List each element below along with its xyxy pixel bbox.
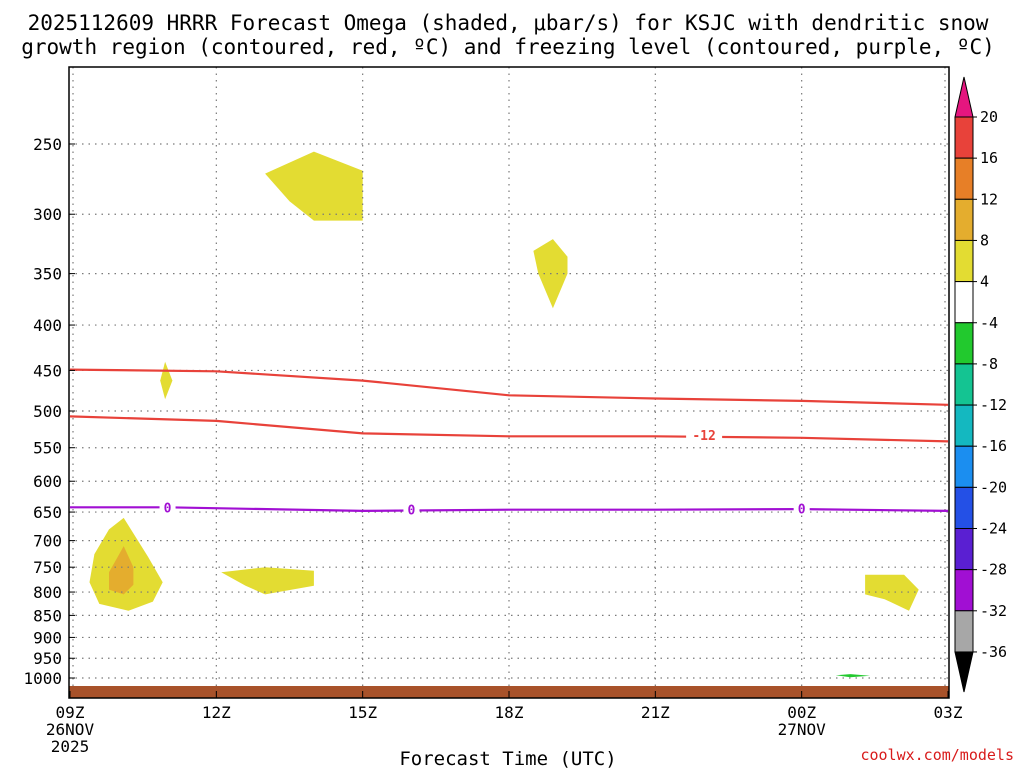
y-tick-label-350: 350 bbox=[33, 265, 62, 284]
y-tick-label-900: 900 bbox=[33, 628, 62, 647]
y-tick-label-300: 300 bbox=[33, 205, 62, 224]
colorbar-bottom-arrow bbox=[954, 651, 974, 693]
omega-4-8-region bbox=[160, 361, 173, 400]
x-tick-label-09Z: 09Z bbox=[56, 703, 85, 722]
x-tick-label-21Z: 21Z bbox=[641, 703, 670, 722]
colorbar-segment bbox=[954, 322, 974, 365]
dgz-lower-label-bg bbox=[686, 427, 723, 442]
x-tick-label-12Z: 12Z bbox=[202, 703, 231, 722]
colorbar-label: -8 bbox=[980, 355, 998, 373]
colorbar-segment bbox=[954, 445, 974, 488]
colorbar-label: 20 bbox=[980, 108, 998, 126]
y-tick-label-450: 450 bbox=[33, 361, 62, 380]
dgz-lower-contour bbox=[69, 415, 949, 443]
grid-lines bbox=[69, 67, 949, 698]
colorbar-label: 8 bbox=[980, 231, 989, 249]
colorbar-label: -36 bbox=[980, 643, 1007, 661]
y-tick-label-250: 250 bbox=[33, 135, 62, 154]
colorbar-label: 4 bbox=[980, 273, 989, 291]
y-tick-label-800: 800 bbox=[33, 583, 62, 602]
colorbar-segment bbox=[954, 528, 974, 571]
omega-4-8-region bbox=[221, 567, 314, 595]
omega-neg4-8-region bbox=[835, 674, 870, 678]
y-tick-label-600: 600 bbox=[33, 472, 62, 491]
freezing-level-contour bbox=[70, 506, 949, 513]
y-tick-label-700: 700 bbox=[33, 532, 62, 551]
y-tick-label-1000: 1000 bbox=[23, 669, 62, 688]
contour-lines-layer: -12 0 0 0 bbox=[69, 368, 949, 519]
freezing-level-label: 0 bbox=[408, 504, 416, 519]
colorbar-segment bbox=[954, 404, 974, 447]
colorbar-segment bbox=[954, 486, 974, 530]
colorbar-label: -20 bbox=[980, 478, 1007, 496]
x-tick-year: 2025 bbox=[51, 737, 90, 756]
y-tick-label-400: 400 bbox=[33, 316, 62, 335]
y-tick-label-650: 650 bbox=[33, 503, 62, 522]
chart-title-line-2: growth region (contoured, red, ºC) and f… bbox=[21, 35, 995, 59]
freezing-level-label-bg bbox=[793, 501, 810, 516]
colorbar-segment bbox=[954, 239, 974, 283]
y-tick-label-950: 950 bbox=[33, 649, 62, 668]
x-tick-label-00Z: 00Z bbox=[787, 703, 816, 722]
y-tick-label-550: 550 bbox=[33, 439, 62, 458]
colorbar-segment bbox=[954, 363, 974, 406]
x-tick-date-27NOV: 27NOV bbox=[778, 720, 827, 739]
colorbar-label: 16 bbox=[980, 149, 998, 167]
omega-4-8-region bbox=[865, 574, 919, 611]
colorbar-segment bbox=[954, 198, 974, 241]
colorbar-segment bbox=[954, 116, 974, 159]
x-tick-label-15Z: 15Z bbox=[348, 703, 377, 722]
dgz-lower-label: -12 bbox=[692, 429, 715, 444]
colorbar-label: -28 bbox=[980, 561, 1007, 579]
colorbar-top-arrow bbox=[954, 76, 974, 118]
y-tick-label-850: 850 bbox=[33, 606, 62, 625]
freezing-level-label-bg bbox=[159, 500, 176, 515]
omega-8-12-region bbox=[109, 546, 134, 595]
colorbar-segment bbox=[954, 569, 974, 612]
colorbar-label: 12 bbox=[980, 190, 998, 208]
y-tick-label-500: 500 bbox=[33, 402, 62, 421]
dgz-upper-contour bbox=[69, 368, 949, 406]
colorbar: 20 16 12 8 4 -4 -8 -12 -16 -20 -24 -28 -32 -36 bbox=[954, 76, 1007, 693]
colorbar-label: -32 bbox=[980, 602, 1007, 620]
omega-4-8-region bbox=[265, 151, 363, 221]
colorbar-label: -12 bbox=[980, 396, 1007, 414]
plot-frame bbox=[68, 66, 950, 699]
x-tick-label-18Z: 18Z bbox=[495, 703, 524, 722]
x-axis-label: Forecast Time (UTC) bbox=[399, 748, 616, 768]
credit-text: coolwx.com/models bbox=[860, 746, 1014, 764]
colorbar-label: -4 bbox=[980, 314, 998, 332]
x-tick-date-26NOV: 26NOV bbox=[46, 720, 95, 739]
omega-shading-layer bbox=[89, 151, 919, 678]
colorbar-segment bbox=[954, 610, 974, 653]
y-tick-label-750: 750 bbox=[33, 558, 62, 577]
colorbar-segment bbox=[954, 157, 974, 200]
freezing-level-label: 0 bbox=[798, 502, 806, 517]
colorbar-label: -16 bbox=[980, 437, 1007, 455]
x-tick-label-03Z: 03Z bbox=[934, 703, 963, 722]
freezing-level-label: 0 bbox=[164, 501, 172, 516]
chart-title-line-1: 2025112609 HRRR Forecast Omega (shaded, … bbox=[28, 11, 989, 35]
y-axis: 250 300 350 400 450 500 550 600 650 700 750 800 850 9… bbox=[23, 135, 75, 688]
colorbar-segment bbox=[954, 281, 974, 324]
colorbar-label: -24 bbox=[980, 520, 1007, 538]
freezing-level-label-bg bbox=[403, 502, 420, 517]
